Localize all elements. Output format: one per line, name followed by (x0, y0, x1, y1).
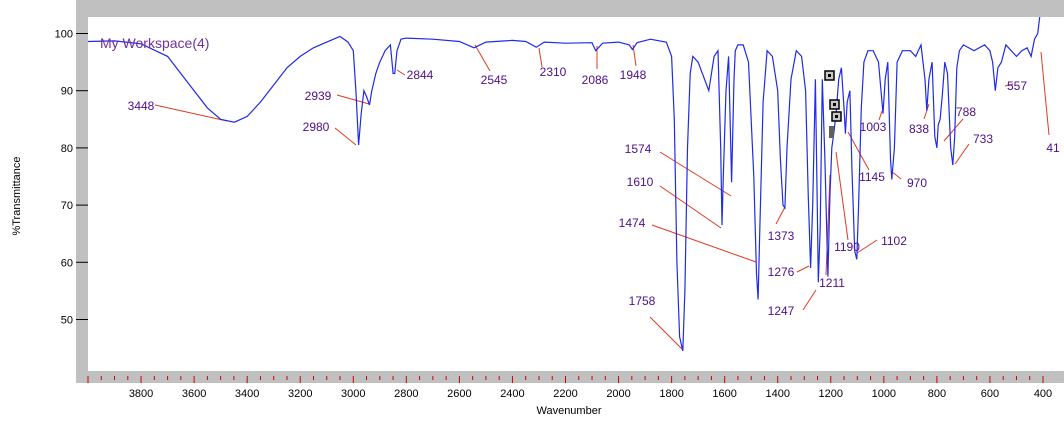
peak-label: 1474 (619, 216, 646, 230)
peak-label: 1145 (859, 170, 885, 184)
x-tick-label: 3000 (341, 388, 365, 400)
peak-leader-line (336, 94, 370, 105)
x-tick-label: 3600 (182, 388, 206, 400)
peak-label: 2545 (481, 73, 508, 87)
peak-label: 1610 (627, 175, 654, 189)
peak-labels: 3448 2980 2939 2844 2545 2310 2086 1948 1758 1610… (128, 65, 1060, 318)
peak-label: 1373 (768, 229, 795, 243)
y-tick-label: 100 (55, 29, 73, 41)
x-tick-label: 1600 (712, 388, 736, 400)
peak-leader-line (334, 127, 357, 146)
peak-leader-line (1040, 51, 1050, 136)
cursor-marker-center (835, 115, 838, 118)
peak-label: 2310 (540, 65, 567, 79)
peak-label: 557 (1007, 79, 1027, 93)
x-axis: 3800 3600 3400 3200 3000 2800 2600 2400 2200 2000… (87, 376, 1052, 400)
x-tick-label: 2400 (500, 388, 524, 400)
cursor-markers (824, 70, 842, 138)
peak-leader-line (659, 185, 722, 229)
peak-label: 1003 (860, 120, 887, 134)
x-tick-label: 1000 (872, 388, 896, 400)
x-tick-label: 3200 (288, 388, 312, 400)
peak-leader-line (474, 44, 491, 72)
peak-leader-line (923, 103, 930, 120)
peak-label: 733 (973, 132, 993, 146)
peak-leader-line (659, 151, 732, 197)
x-tick-label: 800 (928, 388, 946, 400)
y-axis-label: %Transmittance (11, 156, 23, 235)
peak-label: 1948 (620, 68, 647, 82)
peak-leader-line (878, 110, 883, 121)
plot-frame-top (76, 0, 1064, 17)
spectrum-line (88, 17, 1041, 352)
x-tick-label: 400 (1034, 388, 1052, 400)
peak-label: 970 (907, 176, 927, 190)
peak-label: 2980 (303, 120, 330, 134)
peak-label: 41 (1046, 141, 1060, 155)
x-tick-label: 2800 (394, 388, 418, 400)
x-tick-label: 3400 (235, 388, 259, 400)
x-tick-label: 2200 (553, 388, 577, 400)
x-tick-label: 1400 (765, 388, 789, 400)
peak-label: 3448 (128, 99, 155, 113)
cursor-marker-center (833, 103, 836, 106)
peak-label: 1190 (834, 240, 860, 254)
plot-frame-bottom (76, 371, 1064, 383)
peak-leader-line (154, 104, 228, 122)
spectrum-layer (88, 17, 1041, 352)
y-tick-label: 60 (61, 257, 73, 269)
peak-label: 2844 (407, 68, 434, 82)
peak-label: 1102 (881, 234, 907, 248)
peak-label: 2939 (305, 89, 332, 103)
peak-leader-line (396, 69, 406, 76)
peak-leader-line (796, 265, 810, 273)
peak-leader-line (649, 316, 684, 351)
y-axis: 100 90 80 70 60 50 (55, 29, 88, 327)
peak-leader-line (825, 174, 831, 276)
peak-leader-line (651, 224, 757, 263)
peak-leader-line (802, 289, 817, 311)
peak-label: 1758 (629, 294, 656, 308)
peak-label: 788 (956, 105, 976, 119)
x-tick-label: 3800 (129, 388, 153, 400)
peak-label: 1211 (819, 276, 845, 290)
peak-annotations (154, 44, 1050, 351)
cursor-marker-center (828, 74, 831, 77)
plot-area (88, 17, 1064, 371)
peak-leader-line (538, 47, 543, 68)
y-tick-label: 80 (61, 143, 73, 155)
peak-leader-line (856, 239, 878, 254)
y-tick-label: 50 (61, 315, 73, 327)
peak-leader-line (775, 206, 786, 225)
peak-leader-line (1004, 83, 1014, 87)
x-tick-label: 2600 (447, 388, 471, 400)
peak-label: 2086 (582, 73, 609, 87)
peak-label: 1276 (768, 265, 795, 279)
y-tick-label: 70 (61, 200, 73, 212)
x-tick-label: 600 (981, 388, 999, 400)
cursor-marker-bar (829, 126, 834, 138)
plot-frame-left (76, 0, 88, 383)
x-tick-label: 1800 (659, 388, 683, 400)
x-tick-label: 2000 (606, 388, 630, 400)
legend-series-name: My Workspace(4) (100, 35, 209, 51)
peak-label: 1247 (768, 304, 795, 318)
peak-leader-line (954, 143, 970, 165)
peak-label: 1574 (625, 142, 652, 156)
x-axis-label: Wavenumber (536, 405, 601, 417)
y-tick-label: 90 (61, 86, 73, 98)
peak-leader-line (835, 151, 849, 241)
peak-leader-line (943, 118, 964, 142)
x-tick-label: 1200 (819, 388, 843, 400)
peak-label: 838 (909, 122, 929, 136)
